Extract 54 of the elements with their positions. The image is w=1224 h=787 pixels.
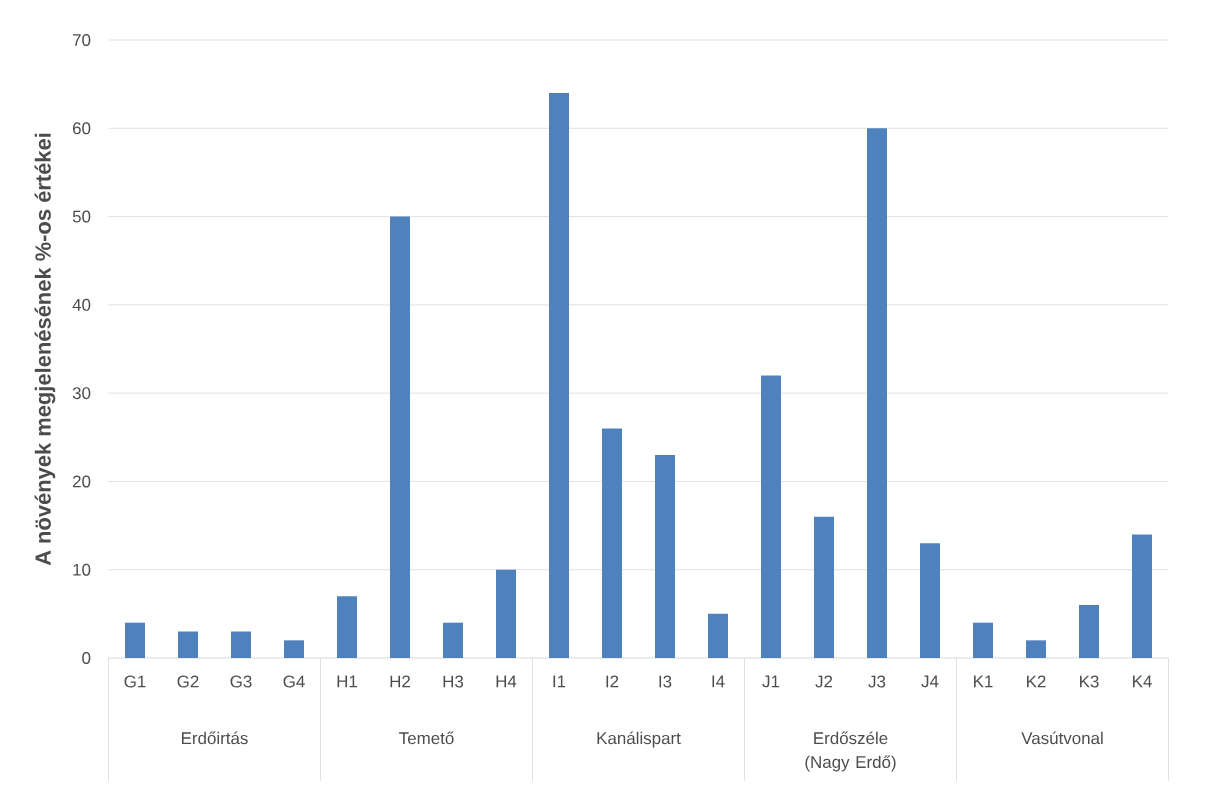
y-tick-label: 60: [73, 122, 91, 135]
x-tick-label: H1: [337, 675, 357, 688]
text: Erdőirtás: [182, 731, 248, 745]
bar: [602, 428, 622, 658]
x-tick-label: I3: [659, 675, 672, 688]
x-tick-label: G1: [124, 675, 146, 688]
bar: [1132, 534, 1152, 658]
x-tick-label: K1: [974, 675, 993, 688]
bar: [125, 622, 145, 658]
bar: [390, 216, 410, 658]
bar: [1026, 640, 1046, 658]
x-tick-label: I4: [712, 675, 725, 688]
bar: [655, 454, 675, 658]
x-tick-label: J3: [868, 675, 886, 688]
bar: [178, 631, 198, 658]
bar: [867, 128, 887, 658]
x-tick-label: K2: [1027, 675, 1046, 688]
text: Temető: [399, 731, 454, 745]
x-tick-label: K3: [1080, 675, 1099, 688]
x-tick-label: H2: [390, 675, 410, 688]
x-tick-label: G4: [283, 675, 305, 688]
x-tick-label: J1: [762, 675, 780, 688]
bar: [443, 622, 463, 658]
y-tick-label: 30: [72, 387, 91, 400]
bar: [496, 569, 516, 658]
text: Kanálispart: [597, 731, 681, 748]
y-tick-label: 0: [82, 652, 91, 664]
x-tick-label: H4: [496, 675, 517, 688]
bar: [231, 631, 251, 658]
bar: [1079, 605, 1099, 658]
x-tick-label: G3: [230, 675, 252, 688]
x-tick-label: I1: [553, 675, 566, 688]
y-axis-title: A növények megjelenésének %-os értékei: [34, 133, 56, 566]
y-tick-label: 10: [73, 563, 91, 576]
x-tick-label: J2: [815, 675, 833, 688]
x-tick-label: K4: [1133, 675, 1152, 688]
bar: [284, 640, 304, 658]
bar: [761, 375, 781, 658]
bar: [973, 622, 993, 658]
y-tick-label: 50: [72, 210, 91, 223]
bar: [814, 516, 834, 658]
text: Vasútvonal: [1021, 731, 1103, 745]
x-tick-label: H3: [443, 675, 464, 688]
x-tick-label: G2: [177, 675, 199, 688]
bar: [549, 92, 569, 658]
y-tick-label: 20: [73, 475, 91, 488]
bar: [920, 543, 940, 658]
bar: [337, 596, 357, 658]
y-tick-label: 70: [73, 34, 91, 46]
text: Erdőszéle (Nagy Erdő): [805, 731, 896, 772]
y-tick-label: 40: [72, 298, 91, 311]
bar: [708, 613, 728, 658]
x-tick-label: J4: [921, 675, 939, 688]
x-tick-label: I2: [606, 675, 619, 688]
